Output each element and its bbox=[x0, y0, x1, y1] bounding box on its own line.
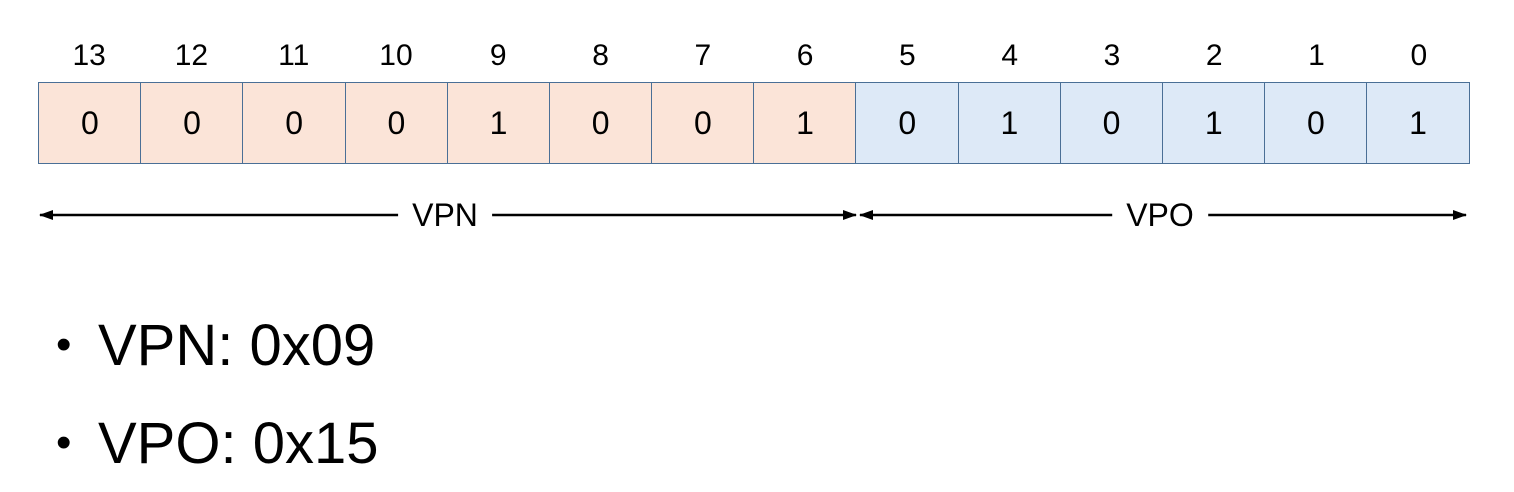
bit-cell-4: 1 bbox=[957, 82, 1062, 164]
vpo-result-item: • VPO: 0x15 bbox=[56, 394, 378, 492]
vpn-label: VPN bbox=[398, 196, 492, 234]
bit-index-10: 10 bbox=[379, 39, 413, 72]
range-arrows bbox=[39, 210, 1467, 220]
bit-index-5: 5 bbox=[899, 39, 916, 72]
vpo-label: VPO bbox=[1112, 196, 1208, 234]
bit-index-6: 6 bbox=[796, 39, 814, 72]
bit-cell-5: 0 bbox=[855, 82, 960, 164]
bit-cell-0: 1 bbox=[1366, 82, 1470, 164]
bit-cell-13: 0 bbox=[38, 82, 142, 164]
bit-cell-8: 0 bbox=[548, 82, 653, 164]
bit-cell-10: 0 bbox=[344, 82, 449, 164]
bit-cell-11: 0 bbox=[242, 82, 347, 164]
bit-cell-12: 0 bbox=[140, 82, 244, 164]
vpo-result-text: VPO: 0x15 bbox=[98, 410, 379, 476]
bullet-icon: • bbox=[56, 418, 72, 467]
result-list: • VPN: 0x09 • VPO: 0x15 bbox=[56, 296, 378, 492]
bit-index-8: 8 bbox=[592, 39, 609, 72]
bit-index-11: 11 bbox=[278, 39, 310, 72]
bit-cell-row: 0 0 0 0 1 0 0 1 0 1 0 1 0 1 bbox=[38, 82, 1470, 164]
bullet-icon: • bbox=[56, 320, 72, 369]
bit-cell-9: 1 bbox=[446, 82, 551, 164]
bit-index-4: 4 bbox=[1001, 39, 1019, 72]
vpn-result-item: • VPN: 0x09 bbox=[56, 296, 378, 394]
bit-index-1: 1 bbox=[1308, 39, 1325, 72]
bit-index-0: 0 bbox=[1410, 39, 1428, 72]
bit-cell-3: 0 bbox=[1059, 82, 1164, 164]
bit-cell-2: 1 bbox=[1161, 82, 1266, 164]
bit-index-2: 2 bbox=[1205, 39, 1223, 72]
bit-index-13: 13 bbox=[72, 39, 106, 72]
bit-cell-1: 0 bbox=[1264, 82, 1368, 164]
bit-index-9: 9 bbox=[489, 39, 507, 72]
bit-index-3: 3 bbox=[1103, 39, 1121, 72]
bit-index-12: 12 bbox=[174, 39, 209, 72]
bit-cell-7: 0 bbox=[651, 82, 755, 164]
vpn-result-text: VPN: 0x09 bbox=[98, 312, 376, 378]
bit-index-7: 7 bbox=[694, 39, 712, 72]
bit-cell-6: 1 bbox=[753, 82, 857, 164]
bit-index-row: 13 12 11 10 9 8 7 6 5 4 3 2 1 0 bbox=[38, 36, 1470, 76]
address-split-diagram: 13 12 11 10 9 8 7 6 5 4 3 2 1 0 0 0 0 0 … bbox=[38, 36, 1470, 476]
